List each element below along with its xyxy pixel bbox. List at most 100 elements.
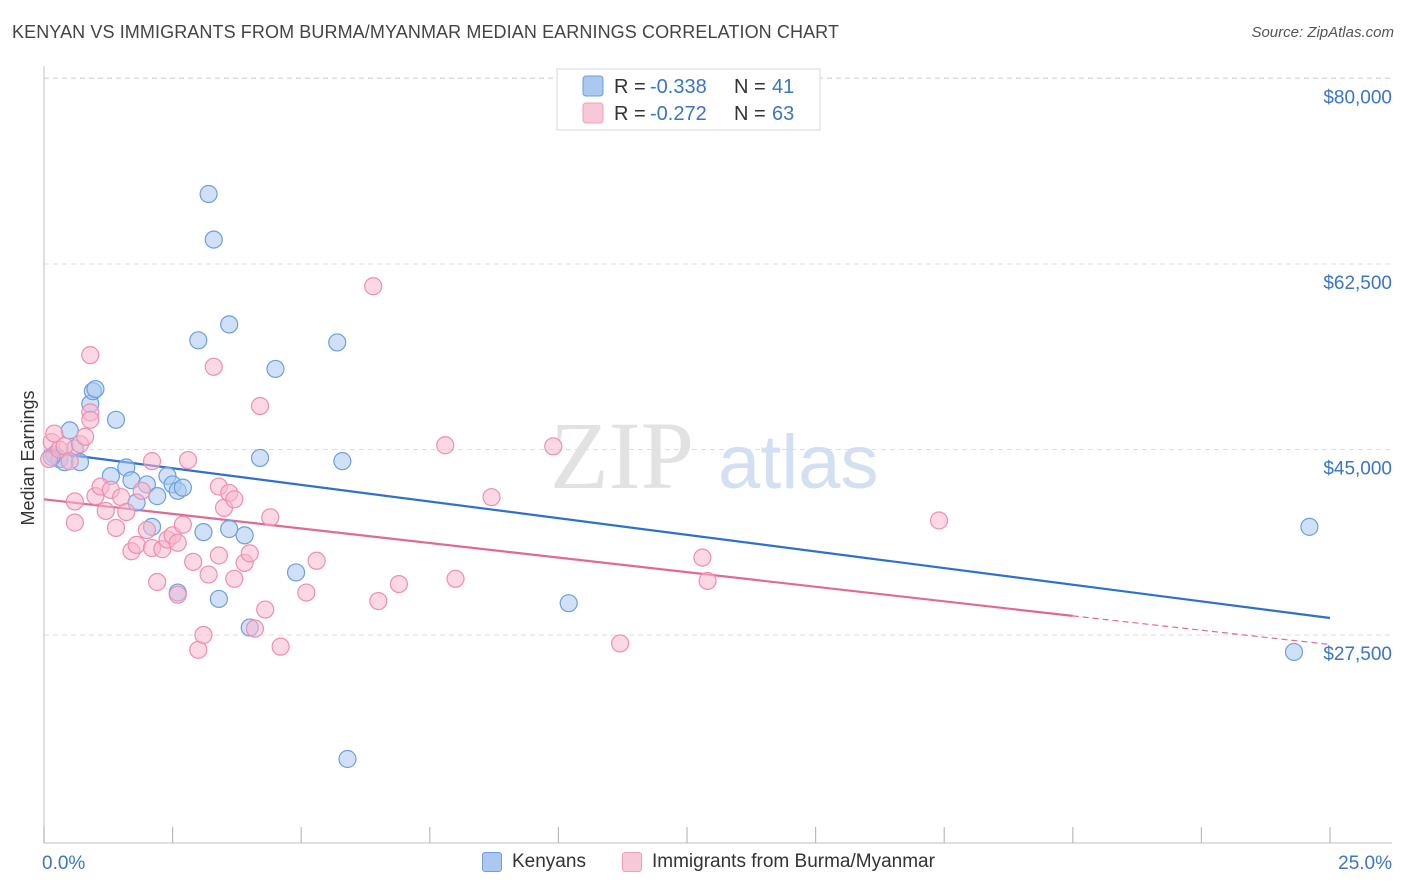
watermark: ZIP atlas (550, 402, 879, 509)
kenyan-point (106, 410, 126, 429)
burma-point (142, 452, 162, 471)
burma-point (137, 520, 156, 540)
legend-n-label-kenyans: N = (734, 76, 766, 98)
legend-swatch-kenyans (582, 75, 604, 97)
burma-point (389, 574, 409, 594)
kenyan-trend-line (43, 450, 1331, 620)
bottom-legend-label-burma: Immigrants from Burma/Myanmar (652, 851, 935, 872)
burma-point (698, 571, 717, 591)
bottom-legend-kenyans: Kenyans (482, 851, 586, 873)
burma-point (271, 637, 290, 656)
y-tick-label: $80,000 (1323, 88, 1392, 109)
burma-point (184, 552, 203, 571)
burma-point (369, 591, 388, 611)
burma-point (65, 492, 84, 511)
burma-point (250, 396, 270, 416)
burma-point (256, 600, 275, 619)
data-points (40, 184, 1319, 769)
burma-point (544, 437, 563, 456)
burma-point (81, 346, 100, 365)
kenyan-point (173, 478, 192, 497)
burma-trend-extension (1072, 615, 1331, 646)
burma-point (96, 501, 115, 521)
kenyan-point (220, 519, 239, 539)
burma-point (364, 277, 383, 296)
legend-n-label-burma: N = (734, 103, 766, 125)
burma-point (117, 502, 136, 522)
burma-point (148, 572, 167, 592)
burma-point (194, 625, 213, 645)
kenyan-point (189, 331, 208, 350)
burma-point (76, 427, 95, 446)
burma-point (225, 490, 244, 509)
watermark-zip: ZIP (550, 402, 694, 509)
burma-point (168, 533, 187, 552)
kenyan-point (1284, 642, 1304, 662)
y-tick-label: $62,500 (1323, 273, 1392, 294)
burma-point (929, 511, 949, 530)
kenyan-point (1300, 517, 1319, 536)
kenyan-point (199, 184, 218, 204)
kenyan-point (220, 315, 239, 334)
legend-r-value-kenyans: -0.338 (650, 76, 707, 98)
bottom-legend-burma: Immigrants from Burma/Myanmar (622, 851, 935, 873)
legend-n-value-burma: 63 (772, 103, 794, 125)
x-tick-label-min: 0.0% (42, 853, 85, 874)
kenyan-point (86, 379, 105, 399)
kenyan-point (250, 448, 270, 468)
burma-point (225, 569, 244, 588)
legend-r-value-burma: -0.272 (650, 103, 707, 125)
burma-point (127, 535, 146, 554)
legend: R = -0.338 N = 41 R = -0.272 N = 63 (556, 68, 821, 131)
kenyan-point (286, 563, 306, 582)
burma-point (173, 515, 192, 534)
burma-point (178, 450, 198, 470)
kenyan-point (333, 452, 352, 471)
kenyan-point (328, 333, 347, 352)
kenyan-point (235, 526, 254, 545)
burma-point (245, 619, 265, 638)
burma-point (106, 518, 126, 538)
burma-point (611, 634, 630, 653)
burma-point (261, 508, 280, 527)
chart-source: Source: ZipAtlas.com (1251, 24, 1394, 41)
kenyan-point (338, 749, 357, 769)
burma-point (240, 544, 259, 563)
kenyan-point (266, 359, 285, 379)
kenyan-point (194, 523, 213, 542)
watermark-atlas: atlas (718, 420, 879, 505)
legend-n-value-kenyans: 41 (772, 76, 794, 98)
legend-swatch-burma (582, 102, 604, 124)
bottom-legend-swatch-kenyans (482, 852, 502, 872)
bottom-legend: Kenyans Immigrants from Burma/Myanmar (0, 851, 1406, 879)
legend-r-label-kenyans: R = (614, 76, 646, 98)
burma-point (209, 546, 228, 565)
burma-point (307, 551, 326, 570)
kenyan-point (148, 487, 167, 506)
burma-trend-line (43, 498, 1073, 617)
burma-point (81, 410, 100, 429)
legend-r-label-burma: R = (614, 103, 646, 125)
burma-point (297, 583, 316, 602)
burma-point (65, 513, 84, 532)
x-tick-label-max: 25.0% (1338, 853, 1392, 874)
burma-point (199, 565, 218, 584)
bottom-legend-label-kenyans: Kenyans (512, 851, 586, 872)
burma-point (132, 481, 151, 500)
y-tick-label: $27,500 (1323, 644, 1392, 665)
burma-point (60, 452, 79, 471)
axes: $27,500 $45,000 $62,500 $80,000 (43, 66, 1392, 844)
burma-point (446, 569, 465, 588)
kenyan-point (559, 594, 578, 613)
y-axis-title: Median Earnings (18, 390, 38, 525)
burma-point (693, 548, 712, 567)
burma-point (482, 488, 501, 507)
kenyan-point (204, 230, 223, 249)
burma-point (436, 436, 455, 455)
burma-point (168, 585, 187, 604)
burma-point (204, 357, 223, 376)
y-tick-label: $45,000 (1323, 459, 1392, 480)
trend-lines (43, 450, 1331, 646)
kenyan-point (209, 589, 228, 609)
